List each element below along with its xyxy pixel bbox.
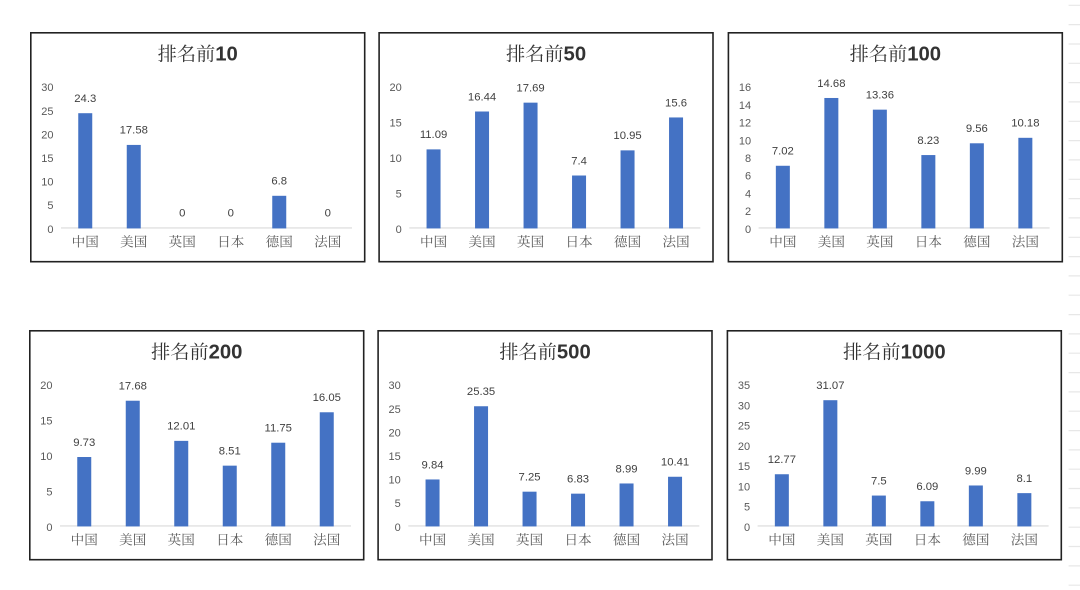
svg-text:8: 8 (745, 153, 751, 165)
svg-text:5: 5 (744, 502, 750, 514)
svg-text:10: 10 (389, 475, 401, 487)
svg-text:17.69: 17.69 (516, 82, 544, 94)
svg-text:0: 0 (744, 522, 750, 534)
svg-text:9.56: 9.56 (966, 123, 988, 135)
svg-text:6: 6 (745, 171, 751, 183)
svg-text:10: 10 (390, 153, 402, 165)
svg-text:8.23: 8.23 (917, 135, 939, 147)
svg-text:10.41: 10.41 (661, 457, 689, 469)
svg-text:17.58: 17.58 (120, 125, 148, 137)
svg-text:5: 5 (46, 486, 52, 498)
svg-text:9.73: 9.73 (73, 437, 95, 449)
svg-text:25: 25 (389, 404, 401, 416)
svg-text:24.3: 24.3 (74, 93, 96, 105)
svg-text:7.5: 7.5 (871, 475, 887, 487)
svg-text:15.6: 15.6 (665, 97, 687, 109)
svg-text:0: 0 (47, 224, 53, 236)
svg-text:15: 15 (389, 451, 401, 463)
svg-text:7.02: 7.02 (772, 146, 794, 158)
svg-text:10.95: 10.95 (613, 130, 641, 142)
svg-text:500: 500 (557, 342, 591, 364)
svg-text:11.75: 11.75 (265, 423, 292, 435)
svg-text:15: 15 (40, 416, 52, 428)
svg-text:10: 10 (738, 481, 750, 493)
svg-text:17.68: 17.68 (119, 381, 147, 393)
svg-text:14.68: 14.68 (817, 78, 845, 90)
svg-text:12.01: 12.01 (167, 421, 195, 433)
svg-text:20: 20 (390, 82, 402, 94)
svg-text:25: 25 (738, 421, 750, 433)
svg-text:5: 5 (395, 498, 401, 510)
svg-text:15: 15 (738, 461, 750, 473)
svg-text:8.51: 8.51 (219, 445, 241, 457)
svg-text:5: 5 (47, 200, 53, 212)
svg-text:9.99: 9.99 (965, 465, 987, 477)
svg-text:20: 20 (40, 380, 52, 392)
svg-text:10: 10 (215, 44, 238, 66)
svg-text:0: 0 (396, 224, 402, 236)
svg-text:30: 30 (41, 82, 53, 94)
svg-text:15: 15 (41, 153, 53, 165)
svg-text:0: 0 (325, 208, 331, 220)
svg-text:10: 10 (40, 451, 52, 463)
svg-text:2: 2 (745, 206, 751, 218)
svg-text:20: 20 (389, 427, 401, 439)
svg-text:30: 30 (389, 380, 401, 392)
svg-text:0: 0 (395, 522, 401, 534)
svg-text:25.35: 25.35 (467, 386, 495, 398)
svg-text:25: 25 (41, 106, 53, 118)
svg-text:8.1: 8.1 (1016, 473, 1032, 485)
svg-text:12: 12 (739, 118, 751, 130)
svg-text:6.09: 6.09 (916, 481, 938, 493)
svg-text:14: 14 (739, 100, 751, 112)
svg-text:20: 20 (41, 129, 53, 141)
svg-text:0: 0 (228, 208, 234, 220)
svg-text:8.99: 8.99 (616, 463, 638, 475)
svg-text:4: 4 (745, 188, 751, 200)
svg-text:0: 0 (46, 522, 52, 534)
svg-text:30: 30 (738, 400, 750, 412)
svg-text:20: 20 (738, 441, 750, 453)
svg-text:6.8: 6.8 (271, 176, 287, 188)
svg-text:15: 15 (390, 118, 402, 130)
svg-text:100: 100 (907, 44, 941, 66)
svg-text:1000: 1000 (901, 342, 946, 364)
svg-text:35: 35 (738, 380, 750, 392)
svg-text:6.83: 6.83 (567, 473, 589, 485)
svg-text:12.77: 12.77 (768, 454, 796, 466)
svg-text:10: 10 (41, 177, 53, 189)
svg-text:0: 0 (745, 224, 751, 236)
svg-text:13.36: 13.36 (866, 89, 894, 101)
svg-text:16: 16 (739, 82, 751, 94)
svg-text:7.4: 7.4 (571, 155, 587, 167)
svg-text:7.25: 7.25 (519, 471, 541, 483)
svg-text:9.84: 9.84 (422, 459, 444, 471)
svg-text:50: 50 (564, 44, 587, 66)
svg-text:11.09: 11.09 (420, 129, 447, 141)
svg-text:16.44: 16.44 (468, 91, 496, 103)
svg-text:10.18: 10.18 (1011, 118, 1039, 130)
svg-text:200: 200 (209, 342, 243, 364)
svg-text:31.07: 31.07 (816, 380, 844, 392)
svg-text:10: 10 (739, 135, 751, 147)
svg-text:5: 5 (396, 188, 402, 200)
svg-text:0: 0 (179, 208, 185, 220)
svg-text:16.05: 16.05 (313, 392, 341, 404)
